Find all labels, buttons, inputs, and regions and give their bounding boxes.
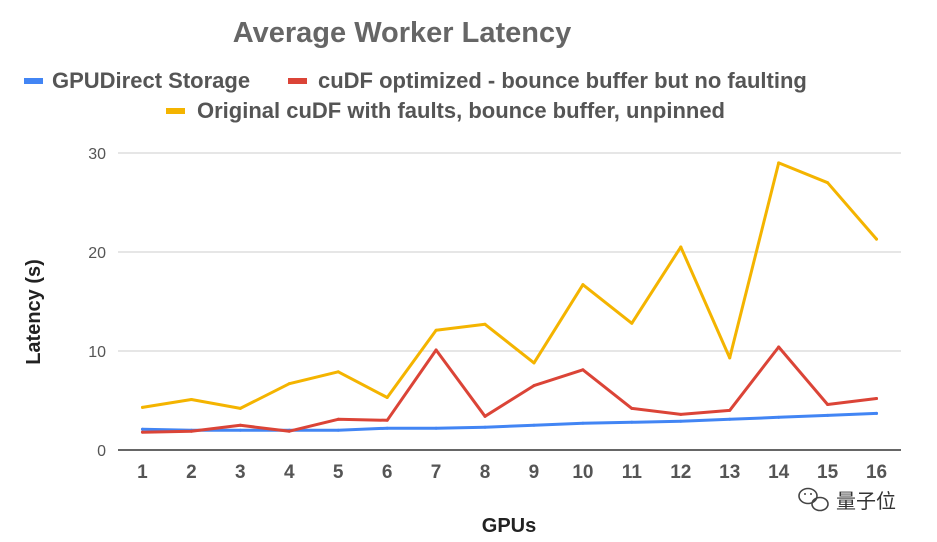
legend-label-original-cudf: Original cuDF with faults, bounce buffer… — [197, 98, 725, 123]
data-point — [532, 384, 536, 388]
data-point — [140, 405, 144, 409]
data-point — [581, 421, 585, 425]
x-axis-title: GPUs — [482, 515, 536, 537]
data-point — [826, 402, 830, 406]
data-point — [140, 427, 144, 431]
data-point — [238, 423, 242, 427]
x-tick-label: 7 — [431, 462, 442, 483]
data-point — [630, 406, 634, 410]
data-point — [777, 415, 781, 419]
data-point — [189, 429, 193, 433]
chart-legend: GPUDirect Storage cuDF optimized - bounc… — [24, 68, 807, 123]
wechat-icon — [798, 487, 829, 512]
data-point — [679, 419, 683, 423]
data-point — [189, 398, 193, 402]
x-tick-label: 8 — [480, 462, 491, 483]
legend-label-cudf-optimized: cuDF optimized - bounce buffer but no fa… — [318, 68, 807, 93]
data-point — [630, 420, 634, 424]
data-point — [140, 430, 144, 434]
data-point — [483, 322, 487, 326]
chart-title: Average Worker Latency — [233, 17, 571, 49]
y-axis-title: Latency (s) — [23, 259, 45, 365]
data-point — [336, 417, 340, 421]
data-point — [777, 345, 781, 349]
x-tick-label: 14 — [768, 462, 790, 483]
legend-swatch-cudf-optimized — [288, 78, 307, 84]
data-point — [385, 426, 389, 430]
x-tick-label: 16 — [866, 462, 887, 483]
watermark-label: 量子位 — [836, 489, 896, 513]
series-lines — [140, 161, 879, 434]
data-point — [630, 321, 634, 325]
data-point — [238, 428, 242, 432]
y-tick-label: 10 — [88, 344, 106, 361]
data-point — [336, 428, 340, 432]
x-tick-label: 5 — [333, 462, 344, 483]
data-point — [826, 181, 830, 185]
x-tick-label: 12 — [670, 462, 691, 483]
data-point — [336, 370, 340, 374]
y-tick-label: 20 — [88, 245, 106, 262]
data-point — [434, 348, 438, 352]
x-tick-label: 2 — [186, 462, 197, 483]
series-line-1 — [141, 345, 878, 434]
data-point — [728, 356, 732, 360]
data-point — [385, 418, 389, 422]
series-line-0 — [141, 411, 878, 432]
y-axis-ticks: 0 10 20 30 — [88, 146, 106, 460]
data-point — [679, 245, 683, 249]
data-point — [875, 397, 879, 401]
watermark: 量子位 — [798, 487, 896, 513]
data-point — [483, 414, 487, 418]
series-line-2 — [141, 161, 878, 410]
x-tick-label: 13 — [719, 462, 740, 483]
x-axis-ticks: 1 2 3 4 5 6 7 8 9 10 11 12 13 14 15 16 — [137, 462, 887, 483]
legend-swatch-gpudirect — [24, 78, 43, 84]
x-tick-label: 11 — [622, 462, 643, 483]
data-point — [728, 417, 732, 421]
y-tick-label: 30 — [88, 146, 106, 163]
data-point — [287, 429, 291, 433]
x-tick-label: 3 — [235, 462, 246, 483]
x-tick-label: 9 — [529, 462, 540, 483]
data-point — [434, 328, 438, 332]
y-tick-label: 0 — [97, 443, 106, 460]
data-point — [238, 406, 242, 410]
data-point — [679, 412, 683, 416]
data-point — [581, 283, 585, 287]
data-point — [483, 425, 487, 429]
x-tick-label: 6 — [382, 462, 393, 483]
legend-label-gpudirect: GPUDirect Storage — [52, 68, 250, 93]
data-point — [532, 423, 536, 427]
data-point — [826, 413, 830, 417]
x-tick-label: 10 — [572, 462, 593, 483]
data-point — [875, 411, 879, 415]
x-tick-label: 1 — [137, 462, 148, 483]
data-point — [434, 426, 438, 430]
gridlines — [118, 152, 901, 451]
x-tick-label: 4 — [284, 462, 295, 483]
data-point — [287, 382, 291, 386]
legend-swatch-original-cudf — [166, 108, 185, 114]
data-point — [385, 396, 389, 400]
data-point — [777, 161, 781, 165]
data-point — [875, 237, 879, 241]
x-tick-label: 15 — [817, 462, 839, 483]
data-point — [728, 408, 732, 412]
data-point — [532, 361, 536, 365]
data-point — [581, 368, 585, 372]
